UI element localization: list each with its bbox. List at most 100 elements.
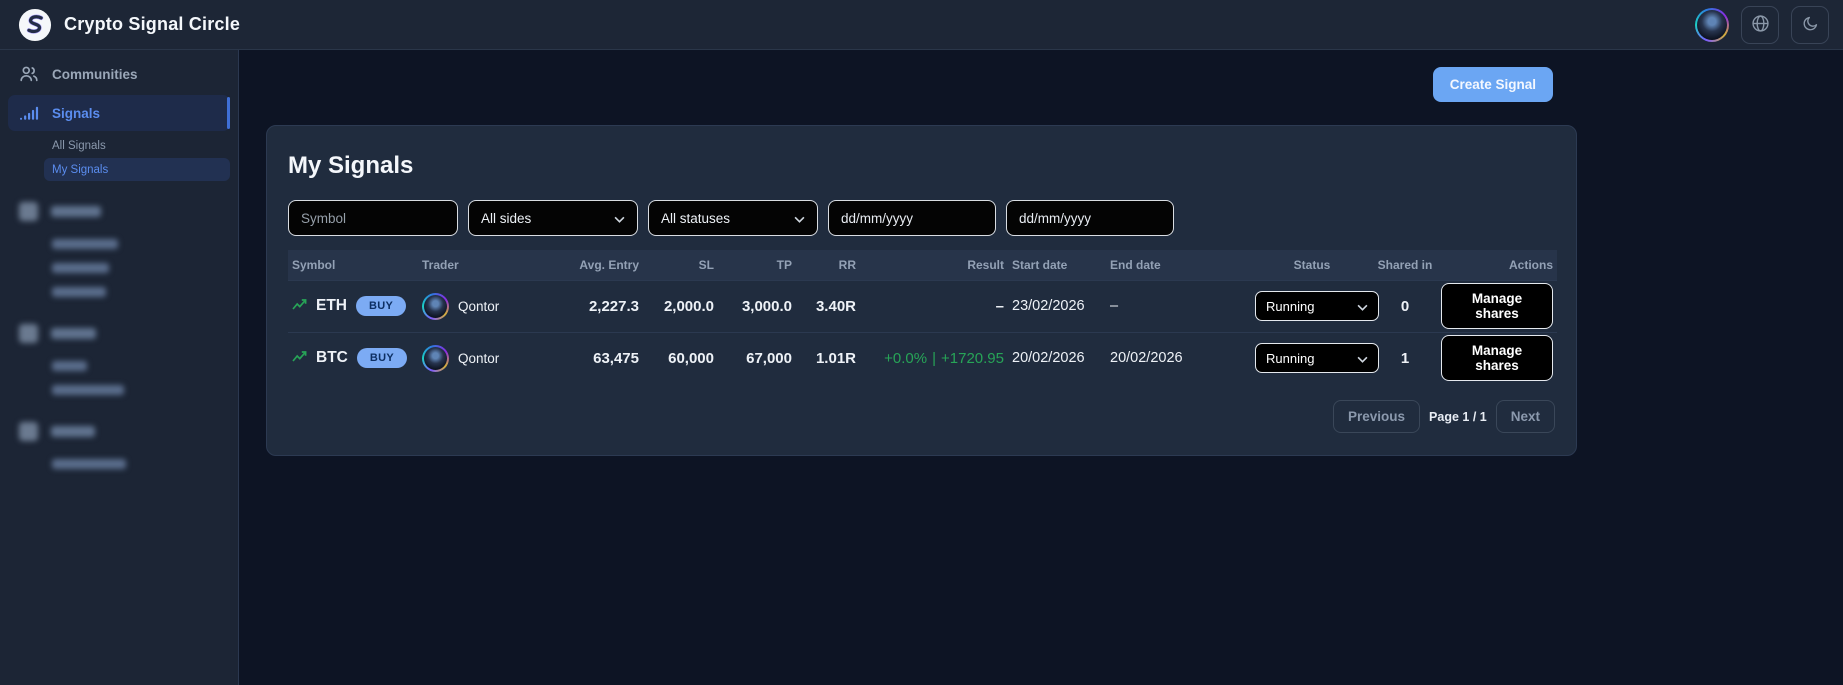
language-globe-button[interactable] xyxy=(1741,5,1779,44)
col-shared-in: Shared in xyxy=(1377,257,1433,272)
avg-entry-value: 2,227.3 xyxy=(588,297,639,315)
side-badge: BUY xyxy=(356,348,407,369)
manage-shares-button[interactable]: Manage shares xyxy=(1441,335,1553,382)
status-filter-value: All statuses xyxy=(661,210,731,226)
moon-icon xyxy=(1801,14,1820,36)
sidebar-subitem-redacted-1b[interactable] xyxy=(44,256,230,279)
col-trader: Trader xyxy=(422,257,459,272)
chevron-down-icon xyxy=(614,211,625,226)
sidebar-item-redacted-2[interactable] xyxy=(8,315,230,351)
sl-value: 2,000.0 xyxy=(663,297,714,315)
panel-title: My Signals xyxy=(288,152,414,179)
status-select[interactable]: Running xyxy=(1255,291,1379,321)
sidebar-subitem-redacted-1a[interactable] xyxy=(44,232,230,255)
sidebar-subitem-redacted-1c[interactable] xyxy=(44,280,230,303)
bar-chart-icon xyxy=(18,102,40,124)
col-rr: RR xyxy=(838,257,856,272)
user-avatar[interactable] xyxy=(1695,7,1729,42)
header-actions xyxy=(1695,5,1829,44)
end-date-value: – xyxy=(1110,298,1119,314)
theme-toggle-button[interactable] xyxy=(1791,5,1829,44)
shared-in-value: 0 xyxy=(1400,297,1410,315)
status-select-value: Running xyxy=(1266,298,1315,314)
sidebar-item-signals[interactable]: Signals xyxy=(8,95,230,131)
signals-table: Symbol Trader Avg. Entry SL TP RR Result… xyxy=(288,250,1557,384)
trend-up-icon xyxy=(292,298,307,315)
avg-entry-value: 63,475 xyxy=(593,349,639,367)
top-header: Crypto Signal Circle xyxy=(0,0,1843,50)
col-end-date: End date xyxy=(1110,257,1161,272)
chevron-down-icon xyxy=(1357,351,1368,366)
sidebar-item-redacted-3[interactable] xyxy=(8,413,230,449)
status-select-value: Running xyxy=(1266,350,1315,366)
redacted-label xyxy=(51,205,101,217)
chevron-down-icon xyxy=(794,211,805,226)
redacted-label xyxy=(52,458,126,469)
col-sl: SL xyxy=(698,257,714,272)
end-date-value: 20/02/2026 xyxy=(1110,350,1183,367)
sidebar-subitem-redacted-3a[interactable] xyxy=(44,452,230,475)
sidebar-item-communities[interactable]: Communities xyxy=(8,56,230,92)
sidebar-subitem-redacted-2b[interactable] xyxy=(44,378,230,401)
col-actions: Actions xyxy=(1508,257,1553,272)
sidebar-subitem-label: All Signals xyxy=(52,139,106,152)
redacted-label xyxy=(52,360,87,371)
col-status: Status xyxy=(1293,257,1331,272)
redacted-label xyxy=(51,327,96,339)
side-badge: BUY xyxy=(356,296,407,316)
globe-icon xyxy=(1750,13,1771,37)
sidebar-item-label: Signals xyxy=(52,105,101,121)
col-tp: TP xyxy=(776,257,792,272)
page-indicator: Page 1 / 1 xyxy=(1429,409,1487,424)
app-logo-icon xyxy=(18,8,52,42)
trader-name: Qontor xyxy=(458,350,500,366)
table-row: BTC BUY Qontor 63,475 60,000 67 xyxy=(288,332,1557,384)
sidebar-subitem-redacted-2a[interactable] xyxy=(44,354,230,377)
symbol-filter-input[interactable] xyxy=(288,200,458,236)
chevron-down-icon xyxy=(1357,299,1368,314)
trend-up-icon xyxy=(292,350,307,367)
redacted-label xyxy=(52,262,109,273)
next-page-button[interactable]: Next xyxy=(1495,400,1555,433)
table-header-row: Symbol Trader Avg. Entry SL TP RR Result… xyxy=(288,250,1557,280)
manage-shares-button[interactable]: Manage shares xyxy=(1441,283,1553,329)
previous-page-button[interactable]: Previous xyxy=(1333,400,1421,433)
redacted-icon xyxy=(19,323,38,343)
col-avg-entry: Avg. Entry xyxy=(579,257,639,272)
start-date-value: 20/02/2026 xyxy=(1012,350,1085,367)
end-date-filter-input[interactable] xyxy=(1006,200,1174,236)
side-filter-value: All sides xyxy=(481,210,532,226)
rr-value: 1.01R xyxy=(815,349,856,367)
side-filter-select[interactable]: All sides xyxy=(468,200,638,236)
sidebar-item-my-signals[interactable]: My Signals xyxy=(44,158,230,181)
start-date-value: 23/02/2026 xyxy=(1012,298,1085,314)
main-content: Create Signal My Signals All sides All s… xyxy=(239,50,1843,685)
table-row: ETH BUY Qontor 2,227.3 2,000.0 xyxy=(288,280,1557,332)
sidebar-item-label: Communities xyxy=(52,66,138,82)
redacted-icon xyxy=(19,201,38,221)
redacted-label xyxy=(52,384,124,395)
sl-value: 60,000 xyxy=(668,349,714,367)
redacted-label xyxy=(52,286,106,297)
sidebar-item-all-signals[interactable]: All Signals xyxy=(44,134,230,157)
redacted-label xyxy=(52,238,118,249)
col-symbol: Symbol xyxy=(292,257,336,272)
start-date-filter-input[interactable] xyxy=(828,200,996,236)
col-start-date: Start date xyxy=(1012,257,1068,272)
app-title: Crypto Signal Circle xyxy=(64,14,241,34)
create-signal-button[interactable]: Create Signal xyxy=(1432,67,1553,102)
my-signals-panel: My Signals All sides All statuses xyxy=(266,125,1577,456)
redacted-label xyxy=(51,425,95,437)
status-filter-select[interactable]: All statuses xyxy=(648,200,818,236)
trader-avatar xyxy=(422,344,449,372)
trader-avatar xyxy=(422,292,449,320)
result-separator: | xyxy=(932,349,937,367)
sidebar-subitem-label: My Signals xyxy=(52,163,109,176)
shared-in-value: 1 xyxy=(1400,349,1410,367)
user-avatar-image xyxy=(1697,9,1727,40)
status-select[interactable]: Running xyxy=(1255,343,1379,374)
tp-value: 67,000 xyxy=(746,349,792,367)
symbol-label: ETH xyxy=(316,297,347,314)
sidebar-item-redacted-1[interactable] xyxy=(8,193,230,229)
result-percent: +0.0% xyxy=(884,349,928,367)
